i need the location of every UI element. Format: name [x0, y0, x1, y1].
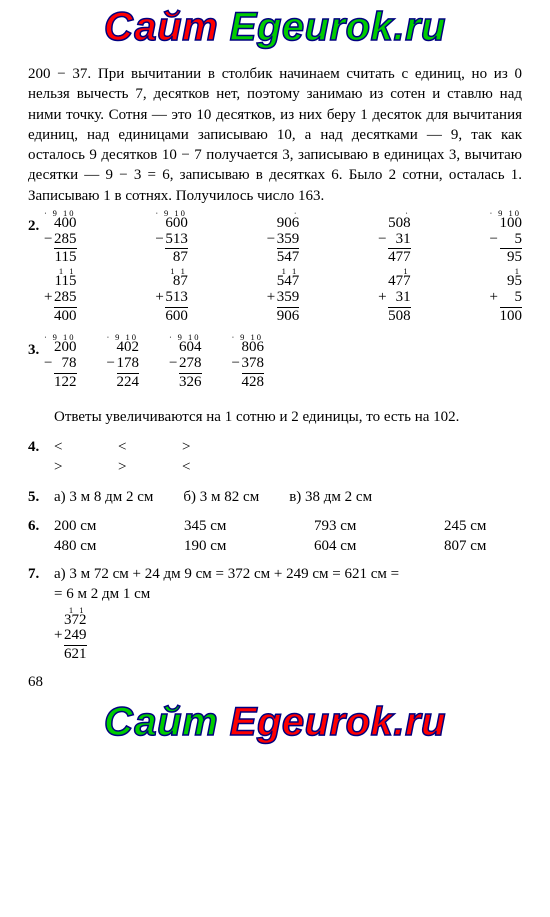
q4-label: 4.	[28, 437, 54, 457]
column-calc: ∙ 9 10806−378428	[242, 340, 265, 390]
q6-r2-2: 604 см	[314, 536, 414, 556]
watermark-bottom-a: Сайт	[104, 700, 230, 744]
q5-b: б) 3 м 82 см	[183, 487, 259, 507]
watermark-bottom-b: Egeurok.ru	[230, 700, 446, 744]
q6-row2: 480 см 190 см 604 см 807 см	[54, 536, 544, 556]
q7-line2: = 6 м 2 дм 1 см	[54, 584, 522, 604]
question-5: 5. а) 3 м 8 дм 2 см б) 3 м 82 см в) 38 д…	[28, 487, 522, 507]
q7-calc: 1 1372+249621	[64, 613, 522, 665]
column-calc: 195+5100	[500, 274, 523, 324]
q6-row1: 200 см 345 см 793 см 245 см	[54, 516, 544, 536]
column-calc: 1 187+513600	[165, 274, 188, 324]
column-calc: ∙906−359547	[277, 216, 300, 266]
q4-r1-2: >	[182, 437, 196, 457]
q3-row: ∙ 9 10200−78122 ∙ 9 10402−178224 ∙ 9 10604…	[54, 340, 522, 390]
column-calc: ∙ 9 10400−285115	[54, 216, 77, 266]
question-2: 2. ∙ 9 10400−285115∙ 9 10600−51387∙906−3…	[28, 216, 522, 333]
q4-r1-1: <	[118, 437, 132, 457]
q5-a: а) 3 м 8 дм 2 см	[54, 487, 153, 507]
q2-row1: ∙ 9 10400−285115 ∙ 9 10600−51387 ∙906−3595…	[54, 216, 522, 266]
q5-items: а) 3 м 8 дм 2 см б) 3 м 82 см в) 38 дм 2…	[54, 487, 522, 507]
q6-r1-2: 793 см	[314, 516, 414, 536]
column-calc: 1477+31508	[388, 274, 411, 324]
q6-r2-1: 190 см	[184, 536, 284, 556]
q4-row1: < < >	[54, 437, 522, 457]
intro-text: 200 − 37. При вычитании в столбик начина…	[28, 64, 522, 206]
q4-r2-1: >	[118, 457, 132, 477]
q2-row2: 1 1115+285400 1 187+513600 1 1547+359906 14…	[54, 274, 522, 324]
watermark-bottom: Сайт Egeurok.ru	[0, 695, 550, 749]
q3-note: Ответы увеличиваются на 1 сотню и 2 един…	[54, 407, 522, 427]
q6-r2-3: 807 см	[444, 536, 544, 556]
q4-r2-2: <	[182, 457, 196, 477]
watermark-top-a: Сайт	[104, 5, 230, 49]
watermark-top: Сайт Egeurok.ru	[0, 0, 550, 54]
page-number: 68	[28, 672, 522, 692]
q6-r1-0: 200 см	[54, 516, 154, 536]
column-calc: 1 1547+359906	[277, 274, 300, 324]
q4-r2-0: >	[54, 457, 68, 477]
question-4: 4. < < > > > <	[28, 437, 522, 478]
column-calc: ∙ 9 10604−278326	[179, 340, 202, 390]
column-calc: 1 1372+249621	[64, 613, 87, 663]
q5-c: в) 38 дм 2 см	[289, 487, 372, 507]
column-calc: ∙ 9 10100−595	[500, 216, 523, 266]
q4-r1-0: <	[54, 437, 68, 457]
q6-r1-1: 345 см	[184, 516, 284, 536]
column-calc: ∙ 9 10600−51387	[165, 216, 188, 266]
q6-r1-3: 245 см	[444, 516, 544, 536]
q7-line1: а) 3 м 72 см + 24 дм 9 см = 372 см + 249…	[54, 564, 522, 584]
page-content: 200 − 37. При вычитании в столбик начина…	[0, 54, 550, 697]
q6-r2-0: 480 см	[54, 536, 154, 556]
column-calc: ∙508−31477	[388, 216, 411, 266]
column-calc: 1 1115+285400	[54, 274, 77, 324]
question-6: 6. 200 см 345 см 793 см 245 см 480 см 19…	[28, 516, 522, 557]
q6-label: 6.	[28, 516, 54, 536]
question-3: 3. ∙ 9 10200−78122∙ 9 10402−178224∙ 9 10…	[28, 340, 522, 398]
column-calc: ∙ 9 10402−178224	[117, 340, 140, 390]
column-calc: ∙ 9 10200−78122	[54, 340, 77, 390]
q5-label: 5.	[28, 487, 54, 507]
question-7: 7. а) 3 м 72 см + 24 дм 9 см = 372 см + …	[28, 564, 522, 664]
watermark-top-b: Egeurok.ru	[230, 5, 446, 49]
q7-label: 7.	[28, 564, 54, 584]
q4-row2: > > <	[54, 457, 522, 477]
